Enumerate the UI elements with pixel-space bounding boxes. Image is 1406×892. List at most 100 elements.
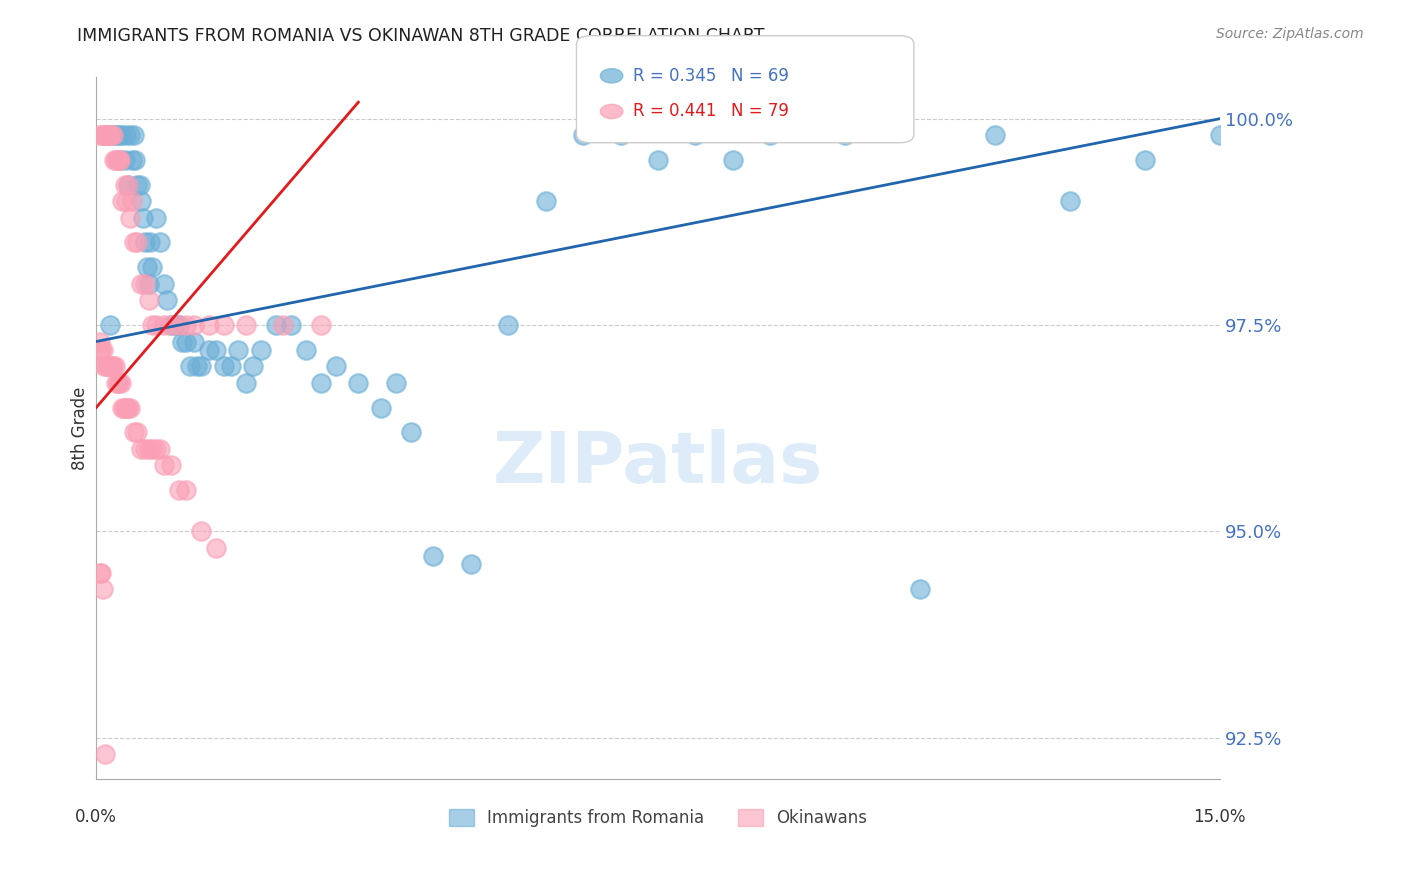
Point — [141, 260, 163, 275]
Point — [197, 318, 219, 332]
Point — [219, 359, 242, 374]
Point — [128, 178, 150, 192]
Point — [399, 425, 422, 440]
Point — [156, 293, 179, 308]
Text: N = 69: N = 69 — [731, 67, 789, 85]
Point — [115, 401, 138, 415]
Point — [460, 558, 482, 572]
Point — [228, 343, 250, 357]
Legend: Immigrants from Romania, Okinawans: Immigrants from Romania, Okinawans — [443, 802, 873, 834]
Point — [100, 359, 122, 374]
Point — [111, 401, 134, 415]
Point — [98, 128, 121, 143]
Text: R = 0.441: R = 0.441 — [633, 103, 716, 120]
Point — [174, 334, 197, 349]
Point — [104, 153, 127, 167]
Point — [160, 458, 183, 473]
Point — [115, 128, 138, 143]
Point — [834, 128, 856, 143]
Point — [89, 128, 111, 143]
Point — [108, 153, 131, 167]
Point — [129, 277, 152, 291]
Point — [103, 153, 125, 167]
Point — [101, 128, 124, 143]
Point — [101, 128, 124, 143]
Text: ZIPatlas: ZIPatlas — [494, 429, 823, 498]
Point — [134, 442, 156, 456]
Point — [183, 334, 205, 349]
Point — [280, 318, 302, 332]
Point — [96, 359, 118, 374]
Point — [105, 376, 128, 390]
Point — [107, 128, 129, 143]
Point — [152, 458, 174, 473]
Point — [105, 153, 128, 167]
Point — [103, 359, 125, 374]
Point — [129, 194, 152, 209]
Point — [422, 549, 444, 563]
Point — [167, 483, 190, 497]
Point — [647, 153, 669, 167]
Point — [89, 334, 111, 349]
Point — [167, 318, 190, 332]
Point — [984, 128, 1007, 143]
Point — [235, 318, 257, 332]
Text: 15.0%: 15.0% — [1194, 808, 1246, 826]
Point — [609, 128, 631, 143]
Point — [104, 359, 127, 374]
Point — [1133, 153, 1156, 167]
Point — [759, 128, 782, 143]
Point — [108, 376, 131, 390]
Point — [100, 128, 122, 143]
Point — [122, 235, 145, 250]
Point — [117, 401, 139, 415]
Point — [122, 128, 145, 143]
Point — [134, 277, 156, 291]
Point — [212, 359, 235, 374]
Point — [114, 153, 136, 167]
Point — [105, 128, 128, 143]
Point — [205, 343, 228, 357]
Point — [90, 343, 112, 357]
Point — [149, 442, 172, 456]
Point — [205, 541, 228, 555]
Point — [107, 376, 129, 390]
Point — [91, 582, 114, 596]
Point — [94, 359, 117, 374]
Point — [108, 153, 131, 167]
Point — [134, 235, 156, 250]
Point — [93, 128, 115, 143]
Point — [121, 194, 143, 209]
Point — [190, 524, 212, 539]
Text: Source: ZipAtlas.com: Source: ZipAtlas.com — [1216, 27, 1364, 41]
Point — [160, 318, 183, 332]
Point — [370, 401, 392, 415]
Point — [97, 359, 120, 374]
Point — [309, 376, 332, 390]
Point — [111, 194, 134, 209]
Point — [94, 128, 117, 143]
Point — [908, 582, 931, 596]
Point — [145, 211, 167, 225]
Point — [572, 128, 595, 143]
Point — [97, 128, 120, 143]
Point — [264, 318, 287, 332]
Point — [385, 376, 408, 390]
Point — [141, 318, 163, 332]
Point — [112, 401, 135, 415]
Point — [124, 153, 146, 167]
Point — [145, 442, 167, 456]
Point — [127, 178, 149, 192]
Point — [91, 128, 114, 143]
Text: R = 0.345: R = 0.345 — [633, 67, 716, 85]
Point — [721, 153, 744, 167]
Point — [90, 566, 112, 580]
Point — [138, 293, 160, 308]
Point — [118, 211, 141, 225]
Text: IMMIGRANTS FROM ROMANIA VS OKINAWAN 8TH GRADE CORRELATION CHART: IMMIGRANTS FROM ROMANIA VS OKINAWAN 8TH … — [77, 27, 765, 45]
Point — [167, 318, 190, 332]
Point — [145, 318, 167, 332]
Point — [172, 334, 194, 349]
Point — [118, 401, 141, 415]
Point — [117, 178, 139, 192]
